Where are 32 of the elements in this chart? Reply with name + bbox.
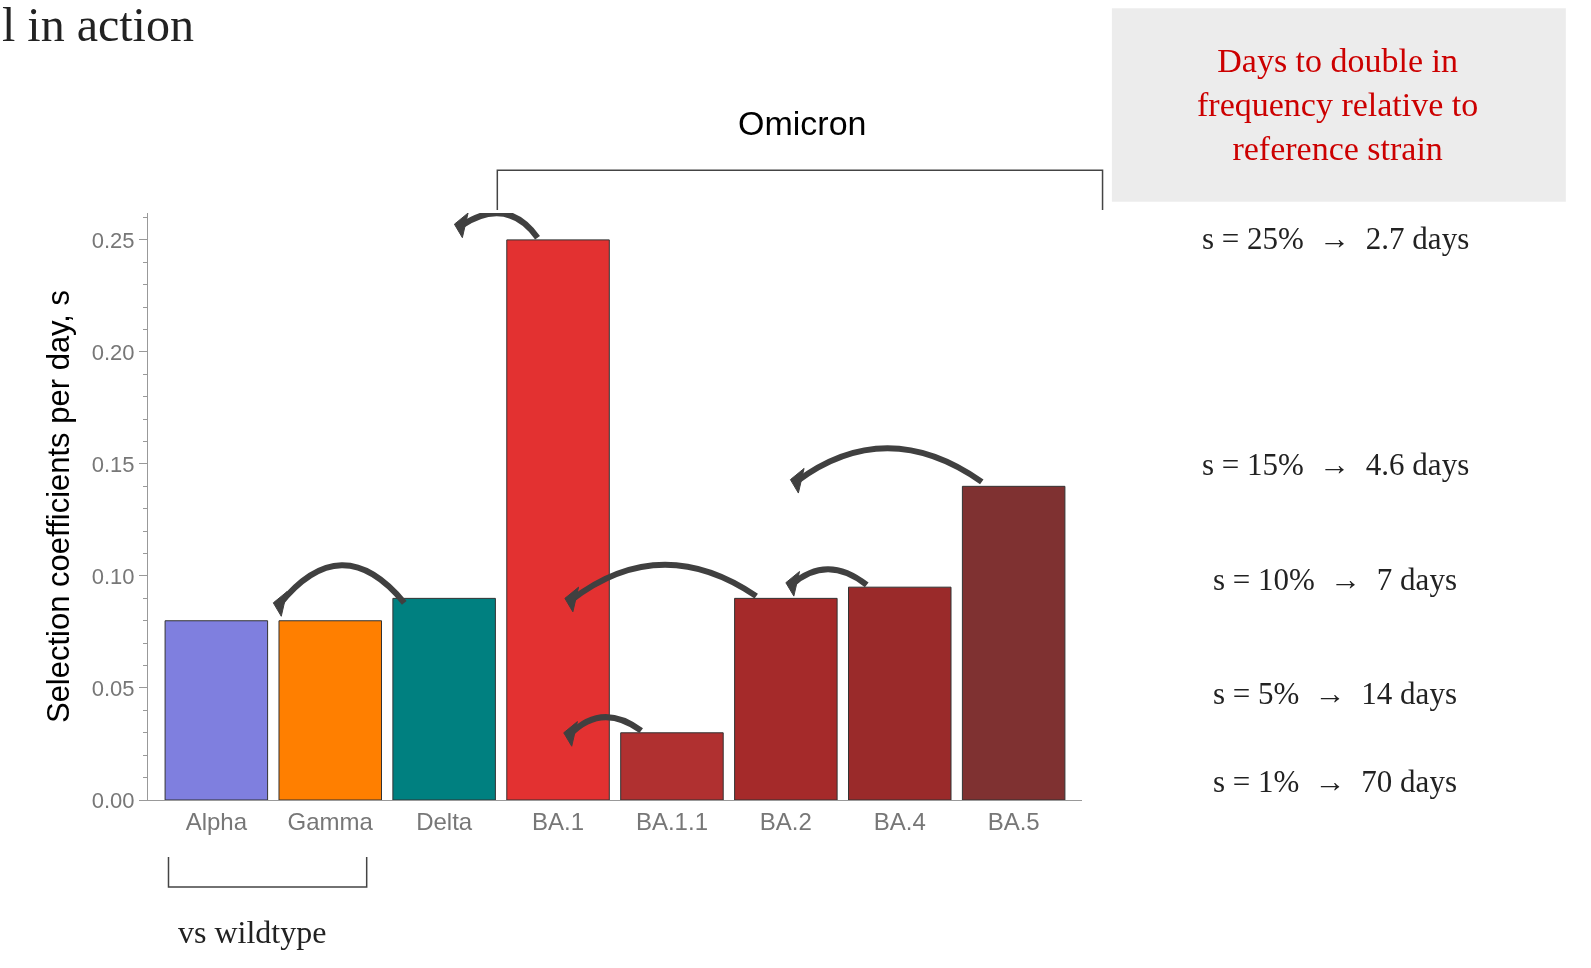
bar <box>392 597 496 800</box>
y-tick-label: 0.25 <box>91 227 135 253</box>
y-tick-label: 0.05 <box>91 675 135 701</box>
bar <box>278 620 382 800</box>
x-tick-label: BA.1.1 <box>635 807 708 835</box>
text: s = 10% → 7 days <box>1213 562 1457 597</box>
text: s = 25% → 2.7 days <box>1202 221 1470 256</box>
y-tick-label: 0.20 <box>91 339 135 365</box>
bar <box>961 485 1066 800</box>
y-tick-label: 0.00 <box>91 787 135 813</box>
x-tick-label: Gamma <box>287 807 374 835</box>
y-axis-title: Selection coefficients per day, s <box>41 289 77 724</box>
text: Omicron <box>738 104 867 142</box>
bar <box>506 239 610 800</box>
x-tick-label: BA.1 <box>532 807 585 835</box>
bar <box>620 732 724 800</box>
text: vs wildtype <box>178 914 327 950</box>
y-tick-label: 0.10 <box>91 563 135 589</box>
x-tick-label: Alpha <box>185 807 248 835</box>
chart-title: l in action <box>2 0 194 51</box>
x-tick-label: BA.5 <box>987 807 1040 835</box>
text: s = 5% → 14 days <box>1213 676 1457 711</box>
x-tick-label: BA.2 <box>759 807 812 835</box>
y-tick-label: 0.15 <box>91 451 135 477</box>
text: s = 15% → 4.6 days <box>1202 447 1470 482</box>
bar <box>848 586 952 800</box>
text: s = 1% → 70 days <box>1213 764 1457 799</box>
bar <box>734 597 838 800</box>
bar <box>164 620 269 800</box>
x-tick-label: Delta <box>416 807 473 835</box>
x-tick-label: BA.4 <box>873 807 926 835</box>
text: Days to double in frequency relative to reference strain <box>1197 42 1479 168</box>
